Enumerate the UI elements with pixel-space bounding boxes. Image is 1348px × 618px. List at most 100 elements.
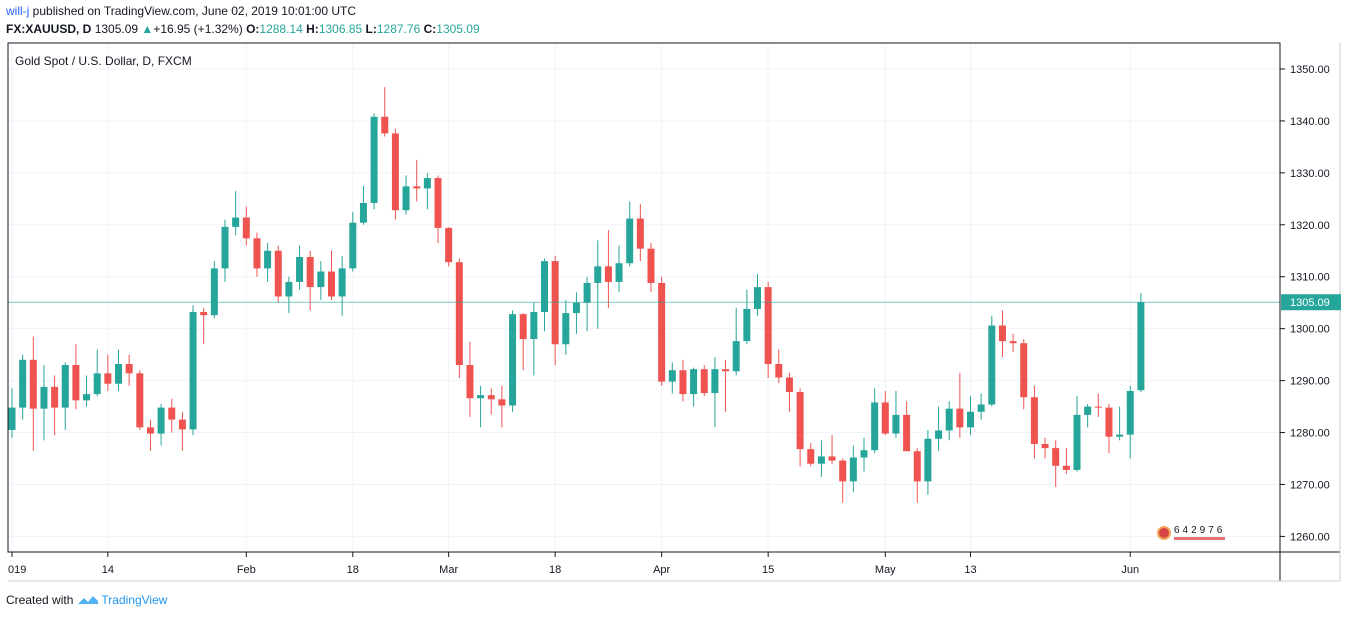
last-price-tag-label: 1305.09 — [1290, 297, 1330, 309]
candle-body — [1052, 448, 1060, 466]
candle-body — [754, 287, 761, 309]
candle-body — [1020, 343, 1028, 398]
low-value: 1287.76 — [376, 22, 421, 36]
candle-body — [296, 256, 304, 282]
y-tick-label: 1270.00 — [1290, 479, 1330, 491]
candle-body — [988, 325, 996, 405]
candle-body — [146, 427, 154, 434]
close-label: C: — [423, 22, 437, 36]
candle-body — [519, 314, 527, 340]
candle-body — [1084, 406, 1092, 415]
candle-body — [115, 363, 122, 384]
counter-digits: 642976 — [1174, 525, 1226, 540]
candle-body — [445, 227, 453, 263]
candle-body — [370, 116, 378, 203]
candle-body — [381, 116, 389, 134]
candle-body — [200, 312, 208, 316]
x-tick-label: Feb — [237, 564, 256, 576]
candle-body — [977, 404, 985, 412]
candle-body — [1137, 302, 1145, 391]
candle-body — [572, 302, 580, 314]
chart-frame — [7, 42, 1281, 553]
candle-body — [402, 186, 410, 211]
candle-body — [8, 407, 16, 430]
x-tick-label: May — [875, 564, 896, 576]
candle-body — [434, 178, 442, 228]
candle-body — [29, 359, 37, 409]
candle-body — [253, 238, 261, 269]
candle-body — [935, 430, 943, 439]
candle-body — [668, 370, 676, 382]
triangle-up-icon: ▲ — [141, 22, 154, 36]
candle-body — [700, 369, 708, 394]
x-tick-label: Mar — [439, 564, 458, 576]
ideas-counter: 642976 — [1157, 525, 1226, 540]
candle-body — [466, 365, 474, 399]
ohlc-bar: FX:XAUUSD, D 1305.09 ▲+16.95 (+1.32%) O:… — [6, 22, 480, 36]
candle-body — [210, 268, 218, 316]
x-tick-label: 14 — [102, 564, 114, 576]
author-link[interactable]: will-j — [6, 4, 30, 18]
candle-body — [1009, 341, 1017, 344]
candle-body — [945, 408, 953, 431]
x-tick-label: 019 — [8, 564, 26, 576]
last-price-tag: 1305.09 — [1281, 294, 1341, 311]
high-label: H: — [306, 22, 319, 36]
candle-body — [51, 386, 59, 408]
close-value: 1305.09 — [436, 22, 480, 36]
y-tick-label: 1350.00 — [1290, 64, 1330, 76]
candle-body — [658, 282, 666, 382]
candle-body — [19, 359, 27, 408]
candle-body — [679, 370, 687, 395]
candle-body — [487, 395, 495, 400]
candle-body — [104, 373, 112, 384]
x-tick-label: 13 — [964, 564, 976, 576]
candle-body — [40, 386, 48, 409]
open-label: O: — [246, 22, 260, 36]
created-with-label: Created with — [6, 593, 74, 607]
y-tick-label: 1290.00 — [1290, 376, 1330, 388]
y-tick-label: 1320.00 — [1290, 220, 1330, 232]
candle-body — [860, 450, 868, 458]
candle-body — [711, 369, 719, 394]
candle-body — [732, 341, 740, 372]
y-tick-label: 1330.00 — [1290, 168, 1330, 180]
publish-text: published on TradingView.com, June 02, 2… — [32, 4, 356, 18]
candle-body — [839, 460, 847, 482]
tradingview-link[interactable]: TradingView — [101, 593, 168, 607]
candle-body — [785, 377, 793, 393]
candle-body — [956, 408, 964, 428]
candle-body — [274, 250, 282, 297]
open-value: 1288.14 — [259, 22, 303, 36]
candle-body — [817, 456, 825, 464]
x-tick-label: Apr — [653, 564, 670, 576]
x-tick-label: Jun — [1121, 564, 1139, 576]
candle-body — [359, 202, 367, 223]
candle-body — [1041, 443, 1049, 449]
candle-body — [1062, 465, 1070, 470]
x-tick-label: 18 — [347, 564, 359, 576]
candle-body — [1030, 397, 1038, 444]
x-tick-label: 15 — [762, 564, 774, 576]
candle-body — [455, 262, 463, 366]
candle-body — [775, 363, 783, 378]
candle-body — [136, 373, 144, 428]
candle-body — [168, 407, 176, 420]
tradingview-logo-icon — [78, 596, 99, 604]
candle-body — [413, 186, 421, 189]
candle-body — [530, 312, 538, 340]
candle-body — [604, 266, 612, 282]
candle-body — [83, 394, 91, 401]
candle-body — [391, 133, 399, 211]
candle-body — [72, 365, 80, 401]
publish-info: will-j published on TradingView.com, Jun… — [6, 4, 356, 18]
candle-body — [349, 222, 357, 269]
candle-body — [285, 281, 293, 297]
candle-body — [157, 407, 165, 434]
candle-body — [1105, 407, 1113, 437]
candle-body — [221, 226, 229, 269]
candle-body — [242, 217, 250, 239]
candle-body — [328, 271, 335, 297]
candle-body — [871, 402, 879, 451]
